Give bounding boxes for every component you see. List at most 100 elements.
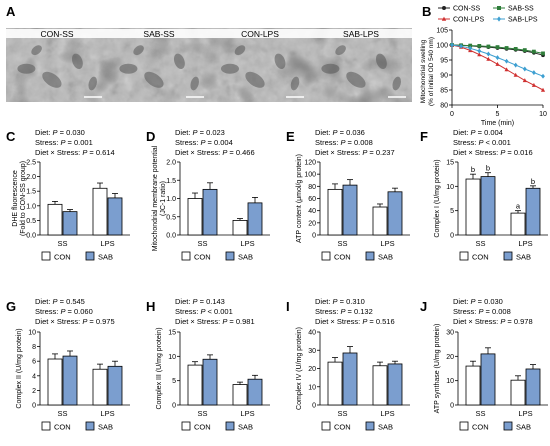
stat-text-part: = 0.978 xyxy=(505,317,532,326)
label-backdrop xyxy=(310,29,412,38)
bar-con-lps xyxy=(92,368,108,406)
micrograph-label: CON-SS xyxy=(40,29,73,39)
stat-text-part: Diet: xyxy=(315,297,333,306)
stat-p-symbol: P xyxy=(333,297,338,306)
data-point-sab-lps xyxy=(459,43,463,49)
data-point-sab-ss xyxy=(486,44,491,49)
x-tick-label: 5 xyxy=(496,111,500,118)
y-tick-label: 80 xyxy=(440,103,448,110)
stat-p-symbol: P xyxy=(471,128,476,137)
bar-con-lps xyxy=(92,187,108,236)
y-tick-label: 1.0 xyxy=(26,203,36,210)
mitochondrion-shape xyxy=(375,53,387,70)
stat-line: Diet × Stress: P = 0.614 xyxy=(35,148,115,157)
stat-p-symbol: P xyxy=(478,138,483,147)
stat-line: Diet × Stress: P = 0.016 xyxy=(453,148,533,157)
stat-text-part: Diet × Stress: xyxy=(453,317,500,326)
stat-line: Stress: P = 0.060 xyxy=(35,307,93,316)
bar-sab-lps xyxy=(525,187,541,236)
stat-p-symbol: P xyxy=(193,297,198,306)
y-tick-label: 4 xyxy=(32,373,36,380)
stat-p-symbol: P xyxy=(333,128,338,137)
x-category-label: SS xyxy=(197,239,207,248)
y-tick-label: 15 xyxy=(446,160,454,167)
panel-letter-j: J xyxy=(420,299,427,314)
bar-con-ss xyxy=(47,358,63,406)
stat-p-symbol: P xyxy=(471,297,476,306)
legend-swatch-con xyxy=(181,421,191,431)
micrograph-label: CON-LPS xyxy=(241,29,279,39)
bar-con-ss xyxy=(327,361,343,406)
y-axis-label: Complex IV (U/mg protein) xyxy=(296,327,303,410)
y-tick-label: 0.5 xyxy=(26,218,36,225)
panel-b-line-chart: B 80 85 90 95 100 105 0 5 10 Time (min) Mitochondri… xyxy=(420,4,547,127)
stat-line: Diet: P = 0.545 xyxy=(35,297,85,306)
y-tick-label: 10 xyxy=(446,378,454,385)
data-point-sab-ss xyxy=(495,45,500,49)
legend-swatch-con xyxy=(321,421,331,431)
legend-label: CON xyxy=(334,253,351,262)
y-tick-label: 10 xyxy=(446,184,454,191)
y-tick-label: 0.0 xyxy=(26,233,36,240)
stat-text-part: Diet × Stress: xyxy=(35,317,82,326)
x-category-label: LPS xyxy=(518,239,532,248)
panel-letter-b: B xyxy=(422,4,431,19)
bar-sab-lps xyxy=(107,365,123,406)
legend-swatch-sab xyxy=(365,251,375,261)
data-point-sab-lps xyxy=(468,45,473,51)
bar-con-ss xyxy=(187,364,203,406)
legend-marker xyxy=(497,16,501,22)
y-axis-label: (Fold to CON-SS group) xyxy=(20,161,27,236)
y-tick-label: 0 xyxy=(450,233,454,240)
stat-text-part: Stress: xyxy=(35,307,60,316)
y-tick-label: 0.0 xyxy=(166,233,176,240)
bar-sab-lps xyxy=(387,191,403,236)
significance-letter: a xyxy=(516,202,521,211)
bar-sab-ss xyxy=(342,184,358,236)
x-category-label: SS xyxy=(57,409,67,418)
stat-p-symbol: P xyxy=(500,148,505,157)
mitochondrion-shape xyxy=(133,45,144,56)
stat-text-part: Stress: xyxy=(175,138,200,147)
bar-con-ss xyxy=(187,198,203,236)
stat-line: Stress: P = 0.004 xyxy=(175,138,233,147)
y-tick-label: 2.0 xyxy=(166,160,176,167)
y-tick-label: 0 xyxy=(172,403,176,410)
label-backdrop xyxy=(108,29,210,38)
tem-micrograph-con-ss: CON-SS xyxy=(6,28,108,102)
legend-swatch-sab xyxy=(85,251,95,261)
stat-text-part: Diet × Stress: xyxy=(453,148,500,157)
y-axis-label: Complex I (U/mg protein) xyxy=(434,159,441,237)
legend-swatch-con xyxy=(321,251,331,261)
legend-label: SAB xyxy=(238,253,253,262)
y-tick-label: 90 xyxy=(440,73,448,80)
y-axis-label: Mitochondrial swelling xyxy=(420,39,427,103)
panel-letter-e: E xyxy=(286,129,295,144)
stat-line: Diet × Stress: P = 0.237 xyxy=(315,148,395,157)
stat-text-part: = 0.016 xyxy=(505,148,532,157)
legend-marker xyxy=(442,6,446,10)
stat-p-symbol: P xyxy=(193,128,198,137)
y-tick-label: 0 xyxy=(312,233,316,240)
y-tick-label: 105 xyxy=(436,28,448,35)
y-axis-label: (% of initial OD 540 nm) xyxy=(428,37,435,106)
y-tick-label: 10 xyxy=(308,384,316,391)
y-tick-label: 120 xyxy=(304,160,316,167)
stat-p-symbol: P xyxy=(53,128,58,137)
stat-line: Stress: P < 0.001 xyxy=(175,307,233,316)
stat-text-part: Diet × Stress: xyxy=(175,148,222,157)
stat-p-symbol: P xyxy=(222,317,227,326)
legend-label: CON-SS xyxy=(453,6,481,13)
stat-p-symbol: P xyxy=(60,307,65,316)
stat-line: Stress: P < 0.001 xyxy=(453,138,511,147)
bar-sab-ss xyxy=(342,352,358,406)
data-point-con-lps xyxy=(495,61,500,66)
stat-p-symbol: P xyxy=(478,307,483,316)
y-tick-label: 10 xyxy=(168,354,176,361)
y-tick-label: 5 xyxy=(450,208,454,215)
bar-sab-lps xyxy=(107,197,123,236)
